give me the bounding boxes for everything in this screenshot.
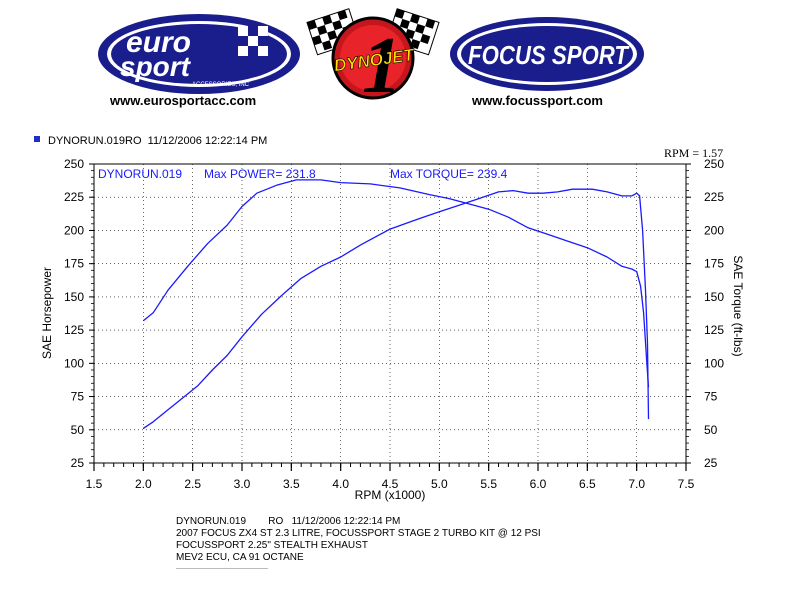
focussport-url[interactable]: www.focussport.com xyxy=(472,93,603,108)
series-lines xyxy=(142,179,650,429)
y-tick-label-right: 150 xyxy=(704,290,724,304)
annotation-run: DYNORUN.019 xyxy=(98,167,182,181)
y-axis-right-label: SAE Torque (ft-lbs) xyxy=(731,255,745,356)
x-tick-label: 5.0 xyxy=(431,477,448,491)
run-header-datetime: 11/12/2006 12:22:14 PM xyxy=(147,135,268,147)
y-tick-label-right: 175 xyxy=(704,257,724,271)
y-tick-label-right: 75 xyxy=(704,390,718,404)
footer-divider xyxy=(176,568,268,569)
eurosport-logo-line2: sport xyxy=(120,51,192,82)
dynojet-logo: 1 DYNOJET xyxy=(306,4,440,110)
run-marker-icon xyxy=(34,136,40,142)
annotation-max-torque: Max TORQUE= 239.4 xyxy=(390,167,508,181)
x-tick-label: 3.5 xyxy=(283,477,300,491)
eurosport-logo-sub: ACCESSORIES, INC xyxy=(192,82,250,88)
run-notes: DYNORUN.019 RO 11/12/2006 12:22:14 PM 20… xyxy=(176,516,541,564)
y-tick-label-left: 225 xyxy=(64,190,84,204)
eurosport-url[interactable]: www.eurosportacc.com xyxy=(110,93,257,108)
y-tick-label-right: 225 xyxy=(704,190,724,204)
y-tick-label-left: 75 xyxy=(71,390,85,404)
x-tick-label: 7.5 xyxy=(678,477,695,491)
series-line-2 xyxy=(142,179,650,388)
x-tick-label: 7.0 xyxy=(628,477,645,491)
axis-ticks: 25 25 50 50 75 75 100 100 125 125 150 150 175 175 200 2… xyxy=(64,157,724,491)
run-header: DYNORUN.019RO 11/12/2006 12:22:14 PM xyxy=(34,135,267,147)
x-tick-label: 5.5 xyxy=(480,477,497,491)
x-tick-label: 4.5 xyxy=(382,477,399,491)
eurosport-logo: euro sport ACCESSORIES, INC xyxy=(96,8,306,96)
focussport-logo-text: FOCUS SPORT xyxy=(468,40,630,70)
run-notes-line3: FOCUSSPORT 2.25" STEALTH EXHAUST xyxy=(176,540,368,551)
y-tick-label-right: 200 xyxy=(704,223,724,237)
y-tick-label-right: 100 xyxy=(704,356,724,370)
focussport-logo: FOCUS SPORT xyxy=(448,14,648,94)
run-notes-line2: 2007 FOCUS ZX4 ST 2.3 LITRE, FOCUSSPORT … xyxy=(176,528,541,539)
y-tick-label-right: 50 xyxy=(704,423,718,437)
x-tick-label: 1.5 xyxy=(86,477,103,491)
y-tick-label-left: 250 xyxy=(64,157,84,171)
annotation-max-power: Max POWER= 231.8 xyxy=(204,167,316,181)
run-notes-line1: DYNORUN.019 RO 11/12/2006 12:22:14 PM xyxy=(176,516,401,527)
y-tick-label-right: 25 xyxy=(704,456,718,470)
y-tick-label-right: 250 xyxy=(704,157,724,171)
x-axis-label: RPM (x1000) xyxy=(355,488,426,502)
rpm-readout: RPM = 1.57 xyxy=(664,146,724,160)
y-tick-label-right: 125 xyxy=(704,323,724,337)
eurosport-logo-line1: euro xyxy=(126,26,191,59)
y-tick-label-left: 125 xyxy=(64,323,84,337)
y-tick-label-left: 175 xyxy=(64,257,84,271)
run-header-id: DYNORUN.019RO xyxy=(48,135,142,147)
dynojet-logo-number: 1 xyxy=(362,22,402,106)
series-line-1 xyxy=(142,188,650,429)
x-tick-label: 2.0 xyxy=(135,477,152,491)
y-tick-label-left: 50 xyxy=(71,423,85,437)
x-tick-label: 6.5 xyxy=(579,477,596,491)
x-tick-label: 2.5 xyxy=(184,477,201,491)
run-notes-line4: MEV2 ECU, CA 91 OCTANE xyxy=(176,552,304,563)
x-tick-label: 4.0 xyxy=(332,477,349,491)
y-tick-label-left: 25 xyxy=(71,456,85,470)
y-tick-label-left: 200 xyxy=(64,223,84,237)
y-tick-label-left: 150 xyxy=(64,290,84,304)
x-tick-label: 3.0 xyxy=(234,477,251,491)
grid xyxy=(94,164,686,463)
y-axis-left-label: SAE Horsepower xyxy=(40,267,54,359)
x-tick-label: 6.0 xyxy=(530,477,547,491)
y-tick-label-left: 100 xyxy=(64,356,84,370)
